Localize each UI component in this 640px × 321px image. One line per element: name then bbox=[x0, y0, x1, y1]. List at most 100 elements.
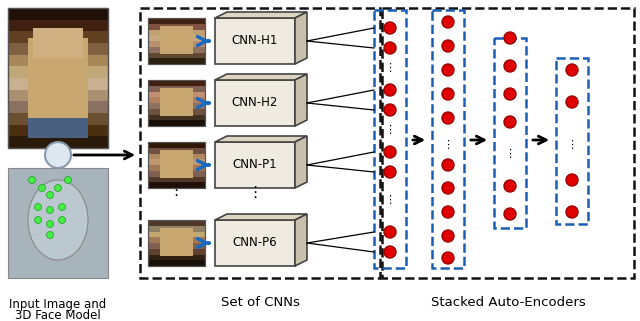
Bar bbox=[28, 38, 88, 118]
Text: ⋮: ⋮ bbox=[385, 195, 396, 205]
Bar bbox=[215, 142, 295, 188]
Bar bbox=[8, 136, 108, 148]
Text: CNN-H2: CNN-H2 bbox=[232, 97, 278, 109]
Circle shape bbox=[442, 230, 454, 242]
Bar bbox=[8, 113, 108, 125]
Bar bbox=[8, 31, 108, 43]
Bar bbox=[148, 120, 205, 126]
Polygon shape bbox=[215, 214, 307, 220]
Text: ⋮: ⋮ bbox=[385, 63, 396, 73]
Text: Stacked Auto-Encoders: Stacked Auto-Encoders bbox=[431, 296, 586, 309]
Bar bbox=[148, 177, 205, 182]
Circle shape bbox=[442, 40, 454, 52]
Bar bbox=[148, 153, 205, 159]
Bar bbox=[148, 58, 205, 64]
Bar bbox=[148, 142, 205, 148]
Circle shape bbox=[504, 116, 516, 128]
Polygon shape bbox=[215, 12, 307, 18]
Bar bbox=[432, 10, 464, 268]
Bar bbox=[33, 28, 83, 58]
Bar bbox=[148, 220, 205, 226]
Bar bbox=[148, 231, 205, 237]
Text: ⋮: ⋮ bbox=[168, 183, 184, 197]
Circle shape bbox=[54, 185, 61, 192]
Bar bbox=[8, 8, 108, 20]
Circle shape bbox=[442, 182, 454, 194]
Text: ⋮: ⋮ bbox=[504, 149, 516, 159]
Bar bbox=[148, 255, 205, 260]
Circle shape bbox=[47, 221, 54, 228]
Bar bbox=[148, 159, 205, 165]
Circle shape bbox=[384, 226, 396, 238]
Circle shape bbox=[384, 42, 396, 54]
Bar bbox=[8, 20, 108, 31]
Polygon shape bbox=[215, 74, 307, 80]
Bar bbox=[8, 78, 108, 90]
Bar bbox=[148, 171, 205, 177]
Bar bbox=[215, 18, 295, 64]
Bar bbox=[148, 80, 205, 126]
Bar bbox=[494, 38, 526, 228]
Bar bbox=[374, 10, 406, 268]
Circle shape bbox=[384, 146, 396, 158]
Circle shape bbox=[566, 174, 578, 186]
Bar bbox=[148, 35, 205, 41]
Bar bbox=[148, 86, 205, 91]
Circle shape bbox=[442, 159, 454, 171]
Circle shape bbox=[47, 206, 54, 213]
Bar bbox=[8, 101, 108, 113]
Circle shape bbox=[384, 22, 396, 34]
Bar bbox=[215, 80, 295, 126]
Bar bbox=[8, 90, 108, 101]
Bar bbox=[148, 18, 205, 64]
Circle shape bbox=[442, 112, 454, 124]
Circle shape bbox=[504, 88, 516, 100]
Bar bbox=[148, 109, 205, 115]
Bar bbox=[28, 118, 88, 138]
Text: ⋮: ⋮ bbox=[248, 186, 262, 201]
Text: CNN-H1: CNN-H1 bbox=[232, 34, 278, 48]
Bar bbox=[148, 30, 205, 35]
Text: ⋮: ⋮ bbox=[385, 125, 396, 135]
Bar bbox=[8, 55, 108, 66]
Text: Input Image and: Input Image and bbox=[10, 298, 107, 311]
Bar bbox=[148, 148, 205, 153]
Circle shape bbox=[47, 192, 54, 198]
Text: Set of CNNs: Set of CNNs bbox=[221, 296, 300, 309]
Bar bbox=[8, 168, 108, 278]
Bar bbox=[148, 237, 205, 243]
Circle shape bbox=[47, 231, 54, 239]
Text: CNN-P6: CNN-P6 bbox=[233, 237, 277, 249]
Bar bbox=[148, 53, 205, 58]
Circle shape bbox=[35, 204, 42, 211]
Circle shape bbox=[442, 206, 454, 218]
Circle shape bbox=[29, 177, 35, 184]
Polygon shape bbox=[295, 214, 307, 266]
Bar bbox=[148, 220, 205, 266]
Bar bbox=[148, 91, 205, 97]
Circle shape bbox=[58, 204, 65, 211]
Circle shape bbox=[384, 166, 396, 178]
Circle shape bbox=[384, 246, 396, 258]
Circle shape bbox=[504, 180, 516, 192]
Polygon shape bbox=[295, 136, 307, 188]
Bar bbox=[8, 8, 108, 148]
Bar bbox=[148, 165, 205, 171]
Bar bbox=[140, 8, 380, 278]
Polygon shape bbox=[215, 136, 307, 142]
Bar bbox=[8, 8, 108, 148]
Polygon shape bbox=[295, 74, 307, 126]
Bar bbox=[160, 88, 193, 116]
Circle shape bbox=[384, 84, 396, 96]
Text: 3D Face Model: 3D Face Model bbox=[15, 309, 101, 321]
Circle shape bbox=[38, 185, 45, 192]
Bar bbox=[148, 243, 205, 249]
Bar bbox=[8, 43, 108, 55]
Text: ⋮: ⋮ bbox=[442, 140, 454, 150]
Circle shape bbox=[504, 208, 516, 220]
Circle shape bbox=[566, 96, 578, 108]
Bar bbox=[148, 115, 205, 120]
Bar bbox=[148, 80, 205, 86]
Bar bbox=[215, 220, 295, 266]
Circle shape bbox=[442, 64, 454, 76]
